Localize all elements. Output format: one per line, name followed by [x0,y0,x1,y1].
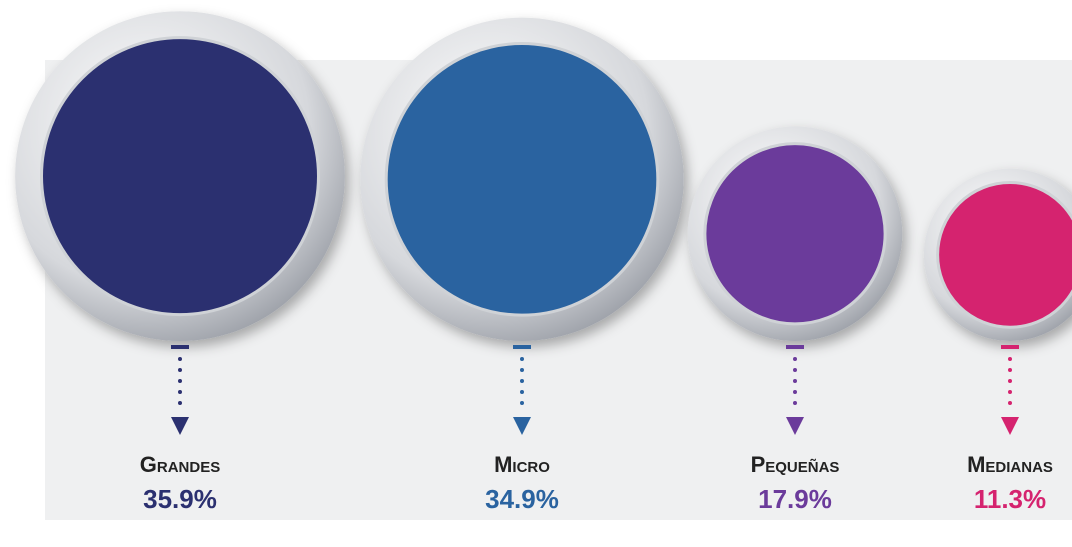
dash [171,345,189,349]
value-label: 35.9% [143,484,217,514]
category-label: Micro [494,452,550,477]
dash [1001,345,1019,349]
circle-inner [40,36,320,317]
dash [786,345,804,349]
category-label: Medianas [967,452,1053,477]
circle-inner [703,142,887,326]
value-label: 34.9% [485,484,559,514]
arrow [171,417,189,435]
category-label: Pequeñas [751,452,840,477]
value-label: 11.3% [974,484,1046,514]
circle-inner [384,42,660,317]
arrow [786,417,804,435]
circle-inner [936,180,1072,329]
arrow [513,417,531,435]
dash [513,345,531,349]
arrow [1001,417,1019,435]
category-label: Grandes [140,452,220,477]
value-label: 17.9% [758,484,832,514]
